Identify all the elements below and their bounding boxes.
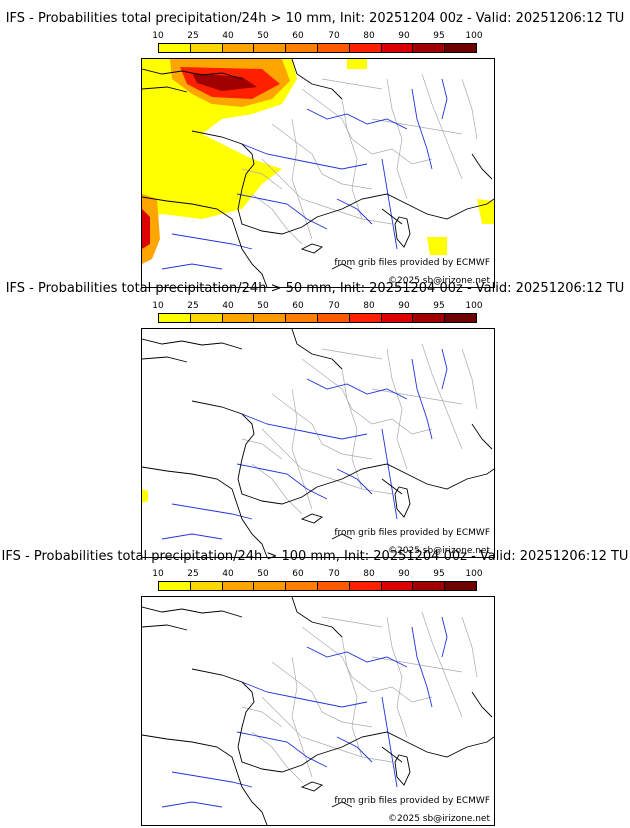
colorbar-tick-label: 50 [257, 301, 269, 311]
precip-probability-fields [142, 59, 494, 264]
colorbar-segment [381, 314, 414, 322]
colorbar-tick-label: 100 [465, 301, 483, 311]
colorbar-segment [254, 582, 287, 590]
colorbar-tick-label: 80 [363, 301, 375, 311]
copyright-credit: ©2025 sb@irizone.net [388, 276, 490, 286]
coastlines [142, 597, 494, 825]
colorbar-tick-label: 100 [465, 569, 483, 579]
colorbar-segment [349, 314, 382, 322]
colorbar-tick-label: 95 [433, 31, 445, 41]
probability-map: from grib files provided by ECMWF ©2025 … [141, 596, 495, 826]
colorbar-segment [413, 314, 446, 322]
map-canvas [142, 597, 494, 825]
colorbar [158, 313, 477, 323]
colorbar-tick-label: 50 [257, 569, 269, 579]
colorbar-tick-label: 70 [328, 301, 340, 311]
colorbar-tick-label: 80 [363, 569, 375, 579]
colorbar-segment [159, 314, 191, 322]
panel-title: IFS - Probabilities total precipitation/… [5, 11, 625, 26]
colorbar-tick-label: 90 [398, 569, 410, 579]
coastlines [142, 59, 494, 287]
precip-probability-fields [142, 489, 148, 503]
rivers [161, 348, 448, 540]
colorbar-segment [413, 44, 446, 52]
colorbar-segment [190, 44, 223, 52]
colorbar-tick-label: 70 [328, 569, 340, 579]
colorbar-tick-label: 10 [152, 569, 164, 579]
colorbar-tick-label: 40 [222, 301, 234, 311]
colorbar-labels: 10 25 40 50 60 70 80 90 95 100 [152, 301, 490, 311]
colorbar-tick-label: 70 [328, 31, 340, 41]
colorbar-tick-label: 40 [222, 569, 234, 579]
colorbar-segment [381, 582, 414, 590]
map-canvas [142, 59, 494, 287]
colorbar-tick-label: 95 [433, 301, 445, 311]
colorbar-segment [222, 44, 255, 52]
colorbar-tick-label: 100 [465, 31, 483, 41]
data-source-credit: from grib files provided by ECMWF [334, 528, 490, 538]
colorbar-segment [349, 44, 382, 52]
colorbar-tick-label: 60 [292, 31, 304, 41]
colorbar-tick-label: 90 [398, 301, 410, 311]
map-panel-50mm: IFS - Probabilities total precipitation/… [0, 281, 630, 558]
coastlines [142, 329, 494, 557]
colorbar-segment [317, 44, 350, 52]
colorbar [158, 581, 477, 591]
colorbar-tick-label: 40 [222, 31, 234, 41]
colorbar-segment [317, 582, 350, 590]
map-canvas [142, 329, 494, 557]
copyright-credit: ©2025 sb@irizone.net [388, 814, 490, 824]
colorbar-tick-label: 50 [257, 31, 269, 41]
colorbar-segment [159, 582, 191, 590]
colorbar-tick-label: 10 [152, 31, 164, 41]
colorbar-tick-label: 90 [398, 31, 410, 41]
colorbar [158, 43, 477, 53]
colorbar-segment [445, 44, 476, 52]
colorbar-tick-label: 80 [363, 31, 375, 41]
colorbar-labels: 10 25 40 50 60 70 80 90 95 100 [152, 569, 490, 579]
colorbar-tick-label: 95 [433, 569, 445, 579]
colorbar-segment [254, 44, 287, 52]
colorbar-segment [286, 44, 318, 52]
colorbar-segment [445, 314, 476, 322]
colorbar-tick-label: 25 [187, 301, 199, 311]
colorbar-tick-label: 25 [187, 569, 199, 579]
colorbar-segment [254, 314, 287, 322]
colorbar-segment [222, 314, 255, 322]
probability-map: from grib files provided by ECMWF ©2025 … [141, 328, 495, 558]
colorbar-tick-label: 60 [292, 569, 304, 579]
colorbar-segment [190, 582, 223, 590]
colorbar-labels: 10 25 40 50 60 70 80 90 95 100 [152, 31, 490, 41]
colorbar-segment [286, 314, 318, 322]
colorbar-tick-label: 10 [152, 301, 164, 311]
admin-borders [241, 343, 478, 515]
probability-map: from grib files provided by ECMWF ©2025 … [141, 58, 495, 288]
colorbar-segment [445, 582, 476, 590]
colorbar-segment [222, 582, 255, 590]
colorbar-tick-label: 60 [292, 301, 304, 311]
rivers [161, 616, 448, 808]
panel-title: IFS - Probabilities total precipitation/… [5, 281, 625, 296]
data-source-credit: from grib files provided by ECMWF [334, 796, 490, 806]
colorbar-tick-label: 25 [187, 31, 199, 41]
rivers [161, 78, 448, 270]
copyright-credit: ©2025 sb@irizone.net [388, 546, 490, 556]
colorbar-segment [286, 582, 318, 590]
data-source-credit: from grib files provided by ECMWF [334, 258, 490, 268]
colorbar-segment [317, 314, 350, 322]
admin-borders [241, 611, 478, 783]
colorbar-segment [349, 582, 382, 590]
panel-title: IFS - Probabilities total precipitation/… [1, 549, 629, 564]
map-panel-100mm: IFS - Probabilities total precipitation/… [0, 549, 630, 826]
colorbar-segment [413, 582, 446, 590]
colorbar-segment [159, 44, 191, 52]
colorbar-segment [190, 314, 223, 322]
map-panel-10mm: IFS - Probabilities total precipitation/… [0, 11, 630, 288]
colorbar-segment [381, 44, 414, 52]
